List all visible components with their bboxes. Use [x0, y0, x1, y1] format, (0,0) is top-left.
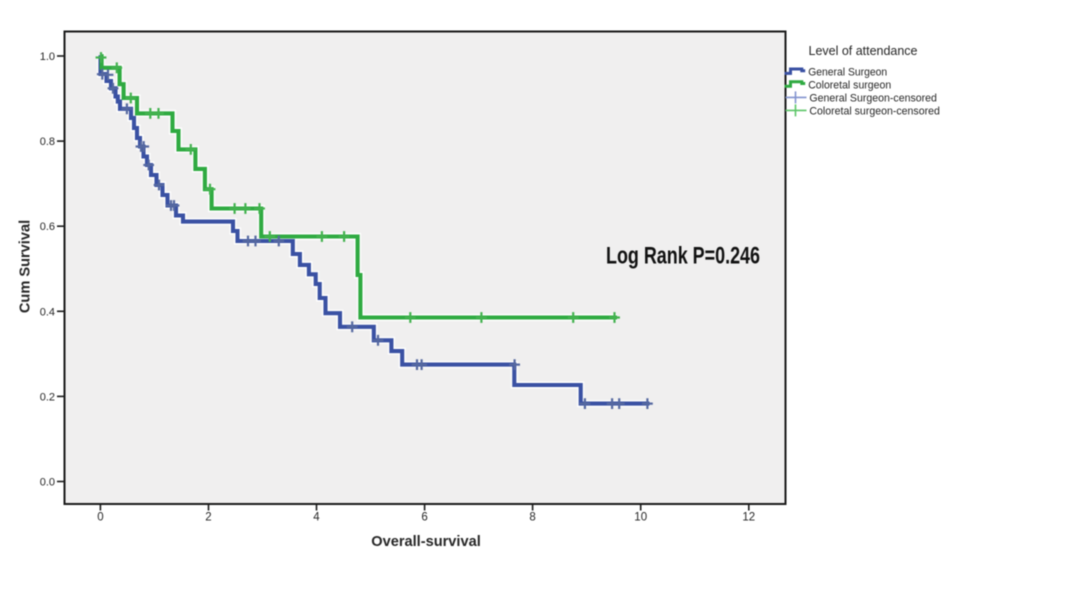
- svg-text:Coloretal surgeon: Coloretal surgeon: [808, 79, 891, 91]
- svg-text:1.0: 1.0: [40, 51, 55, 63]
- svg-text:0.6: 0.6: [40, 221, 55, 233]
- svg-text:0.2: 0.2: [40, 391, 55, 403]
- svg-text:10: 10: [634, 512, 647, 524]
- svg-text:8: 8: [529, 512, 535, 524]
- svg-text:6: 6: [421, 512, 427, 524]
- svg-text:Overall-survival: Overall-survival: [371, 534, 481, 550]
- svg-text:4: 4: [313, 512, 320, 524]
- svg-text:0.0: 0.0: [40, 477, 55, 489]
- svg-text:12: 12: [742, 512, 755, 524]
- svg-text:Coloretal surgeon-censored: Coloretal surgeon-censored: [809, 105, 940, 117]
- svg-text:Level of attendance: Level of attendance: [809, 43, 918, 58]
- svg-text:Log Rank P=0.246: Log Rank P=0.246: [606, 243, 760, 270]
- svg-text:Cum Survival: Cum Survival: [18, 220, 34, 313]
- svg-text:0.8: 0.8: [40, 136, 55, 148]
- svg-text:0: 0: [97, 512, 103, 524]
- svg-text:0.4: 0.4: [40, 306, 55, 318]
- svg-text:General Surgeon: General Surgeon: [808, 66, 887, 78]
- svg-text:General Surgeon-censored: General Surgeon-censored: [809, 92, 937, 104]
- svg-text:2: 2: [205, 512, 211, 524]
